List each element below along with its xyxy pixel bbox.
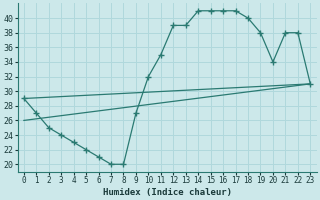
X-axis label: Humidex (Indice chaleur): Humidex (Indice chaleur) bbox=[103, 188, 232, 197]
